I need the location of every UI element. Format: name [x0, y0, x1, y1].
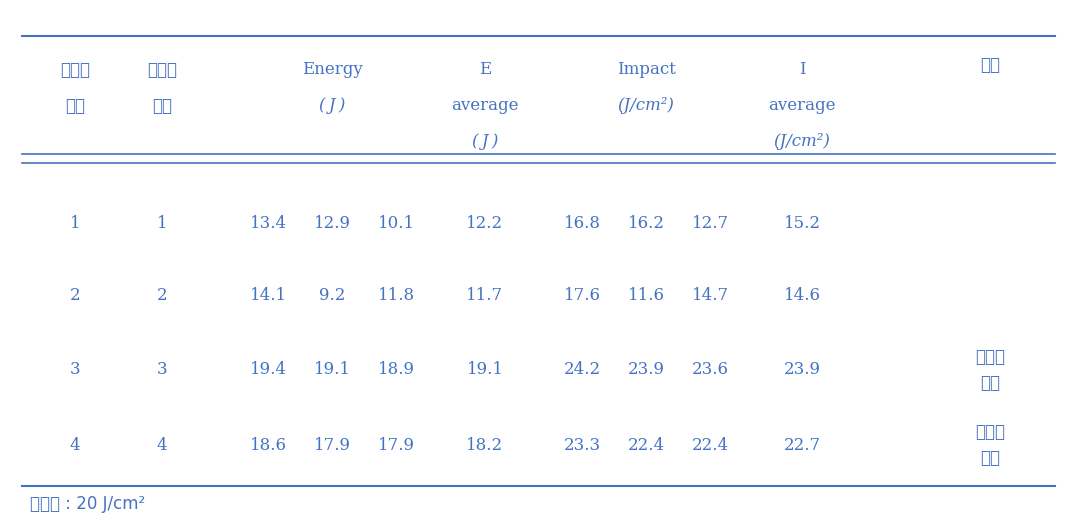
Text: average: average [452, 97, 518, 114]
Text: 22.7: 22.7 [783, 437, 821, 453]
Text: 12.2: 12.2 [467, 214, 503, 232]
Text: 17.9: 17.9 [378, 437, 414, 453]
Text: 목표치 : 20 J/cm²: 목표치 : 20 J/cm² [30, 495, 145, 513]
Text: 12.9: 12.9 [313, 214, 351, 232]
Text: 15.2: 15.2 [783, 214, 821, 232]
Text: 3: 3 [157, 362, 167, 379]
Text: 22.4: 22.4 [628, 437, 664, 453]
Text: average: average [768, 97, 836, 114]
Text: 목표치: 목표치 [975, 348, 1005, 366]
Text: 24.2: 24.2 [563, 362, 601, 379]
Text: ( J ): ( J ) [472, 134, 498, 151]
Text: 2: 2 [70, 287, 80, 305]
Text: 달성: 달성 [980, 449, 1000, 467]
Text: 23.9: 23.9 [783, 362, 821, 379]
Text: 3: 3 [70, 362, 80, 379]
Text: 4: 4 [70, 437, 80, 453]
Text: 11.6: 11.6 [628, 287, 664, 305]
Text: 4: 4 [157, 437, 167, 453]
Text: 17.9: 17.9 [313, 437, 351, 453]
Text: 2: 2 [157, 287, 167, 305]
Text: 열처리: 열처리 [147, 61, 177, 79]
Text: ( J ): ( J ) [319, 97, 346, 114]
Text: 번호: 번호 [65, 97, 85, 115]
Text: Impact: Impact [617, 62, 675, 79]
Text: 18.6: 18.6 [250, 437, 286, 453]
Text: 14.6: 14.6 [783, 287, 821, 305]
Text: 22.4: 22.4 [691, 437, 729, 453]
Text: 11.8: 11.8 [378, 287, 414, 305]
Text: 비고: 비고 [980, 56, 1000, 74]
Text: 18.9: 18.9 [378, 362, 414, 379]
Text: 목표치: 목표치 [975, 423, 1005, 441]
Text: 10.1: 10.1 [378, 214, 414, 232]
Text: 11.7: 11.7 [467, 287, 503, 305]
Text: 9.2: 9.2 [319, 287, 346, 305]
Text: 23.9: 23.9 [628, 362, 664, 379]
Text: 1: 1 [70, 214, 80, 232]
Text: 조건: 조건 [152, 97, 172, 115]
Text: 14.1: 14.1 [249, 287, 286, 305]
Text: 18.2: 18.2 [467, 437, 503, 453]
Text: 12.7: 12.7 [691, 214, 729, 232]
Text: 13.4: 13.4 [249, 214, 286, 232]
Text: 1: 1 [157, 214, 167, 232]
Text: Energy: Energy [302, 62, 363, 79]
Text: 17.6: 17.6 [563, 287, 601, 305]
Text: (J/cm²): (J/cm²) [618, 97, 675, 114]
Text: (J/cm²): (J/cm²) [774, 134, 831, 151]
Text: I: I [798, 62, 806, 79]
Text: 시험편: 시험편 [60, 61, 90, 79]
Text: 19.4: 19.4 [250, 362, 286, 379]
Text: 23.3: 23.3 [563, 437, 601, 453]
Text: 14.7: 14.7 [691, 287, 729, 305]
Text: 23.6: 23.6 [691, 362, 729, 379]
Text: 19.1: 19.1 [313, 362, 351, 379]
Text: 19.1: 19.1 [467, 362, 503, 379]
Text: 16.8: 16.8 [563, 214, 601, 232]
Text: 16.2: 16.2 [628, 214, 664, 232]
Text: E: E [479, 62, 491, 79]
Text: 달성: 달성 [980, 374, 1000, 392]
